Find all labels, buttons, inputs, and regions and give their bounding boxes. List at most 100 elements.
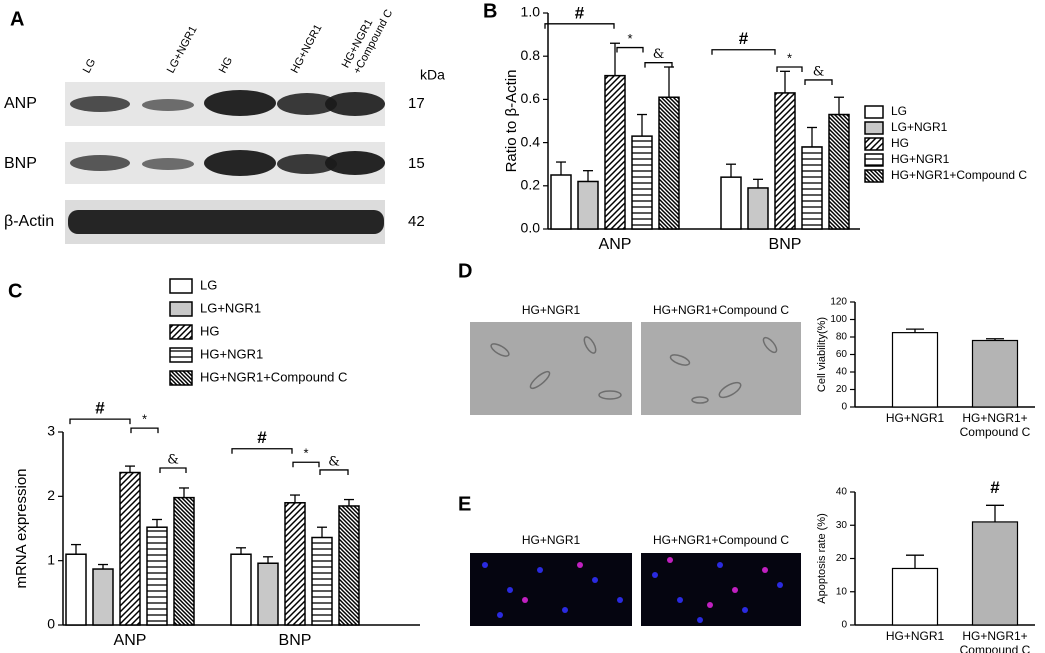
legend-swatch xyxy=(864,169,884,183)
y-tick-label: 0 xyxy=(47,616,55,632)
significance-bracket xyxy=(776,66,803,72)
significance-mark: & xyxy=(328,454,340,469)
image-label: HG+NGR1 xyxy=(522,533,581,547)
legend-label: LG xyxy=(200,277,217,292)
legend-label: HG+NGR1 xyxy=(891,152,950,166)
panel-label: E xyxy=(458,493,471,515)
significance-mark: # xyxy=(575,3,585,22)
y-tick-label: 100 xyxy=(830,314,847,325)
significance-bracket xyxy=(544,23,615,29)
bar xyxy=(311,536,333,626)
bar xyxy=(338,505,360,626)
y-axis-label: Apoptosis rate (%) xyxy=(816,513,828,603)
bar xyxy=(801,146,823,230)
y-tick-label: 80 xyxy=(836,332,848,343)
legend-swatch xyxy=(864,105,884,119)
y-tick-label: 0 xyxy=(841,402,847,413)
bar xyxy=(891,567,939,626)
blot-bands xyxy=(68,90,385,234)
significance-bracket xyxy=(711,49,776,55)
y-tick-label: 0 xyxy=(841,620,847,631)
blot xyxy=(65,82,385,244)
row-label: BNP xyxy=(4,155,37,172)
significance-bracket xyxy=(231,448,293,454)
significance-mark: * xyxy=(787,50,792,65)
panel-label: B xyxy=(483,0,497,22)
legend-swatch xyxy=(864,137,884,151)
y-tick-label: 10 xyxy=(836,586,848,597)
legend-label: HG xyxy=(200,323,220,338)
significance-bracket xyxy=(616,46,644,53)
significance-mark: * xyxy=(142,412,147,427)
bar xyxy=(577,180,599,230)
micrographs-e xyxy=(470,553,801,626)
y-tick-label: 40 xyxy=(836,487,848,498)
significance-mark: * xyxy=(303,446,308,461)
x-tick-label: HG+NGR1 xyxy=(885,629,945,643)
significance-mark: * xyxy=(627,31,632,46)
y-tick-label: 40 xyxy=(836,367,848,378)
kda-label: 42 xyxy=(408,213,425,230)
y-tick-label: 2 xyxy=(47,487,55,503)
bar xyxy=(92,568,114,626)
image-label: HG+NGR1 xyxy=(522,303,581,317)
legend-label: HG xyxy=(891,136,909,150)
y-tick-label: 0.0 xyxy=(521,220,541,236)
significance-mark: & xyxy=(813,64,825,79)
legend-label: LG xyxy=(891,104,907,118)
significance-bracket xyxy=(319,469,349,475)
significance-bracket xyxy=(804,79,833,85)
legend-swatch xyxy=(169,347,193,363)
legend-label: LG+NGR1 xyxy=(891,120,948,134)
significance-mark: # xyxy=(739,29,749,48)
significance-mark: # xyxy=(257,428,267,447)
micrographs-d xyxy=(470,322,801,415)
legend-label: LG+NGR1 xyxy=(200,300,261,315)
row-label: ANP xyxy=(4,95,37,112)
y-tick-label: 120 xyxy=(830,297,847,308)
significance-mark: # xyxy=(990,478,1000,497)
significance-mark: & xyxy=(653,47,665,62)
legend-swatch xyxy=(169,324,193,340)
image-label: HG+NGR1+Compound C xyxy=(653,533,789,547)
y-axis-label: Ratio to β-Actin xyxy=(503,70,520,173)
bar xyxy=(257,562,279,626)
y-tick-label: 3 xyxy=(47,423,55,439)
bar xyxy=(658,96,680,230)
bar xyxy=(230,553,252,626)
bar xyxy=(173,496,195,626)
significance-mark: & xyxy=(167,453,179,468)
y-axis-label: mRNA expression xyxy=(13,468,30,588)
legend-label: HG+NGR1+Compound C xyxy=(200,369,347,384)
panel-label: A xyxy=(10,8,24,30)
bar xyxy=(774,92,796,230)
kda-label: 17 xyxy=(408,95,425,112)
x-tick-label: BNP xyxy=(769,236,802,253)
kda-label: 15 xyxy=(408,155,425,172)
y-tick-label: 0.8 xyxy=(521,47,541,63)
bar xyxy=(119,471,141,626)
x-tick-label: ANP xyxy=(114,632,147,649)
y-tick-label: 20 xyxy=(836,384,848,395)
bar xyxy=(604,74,626,230)
legend-label: HG+NGR1 xyxy=(200,346,263,361)
y-tick-label: 1.0 xyxy=(521,4,541,20)
y-tick-label: 0.4 xyxy=(521,133,541,149)
significance-bracket xyxy=(159,467,187,474)
bar xyxy=(284,502,306,626)
x-tick-label: HG+NGR1+ Compound C xyxy=(959,411,1031,439)
x-tick-label: HG+NGR1 xyxy=(885,411,945,425)
significance-mark: # xyxy=(95,399,105,418)
significance-bracket xyxy=(292,461,320,468)
y-tick-label: 0.6 xyxy=(521,90,541,106)
y-tick-label: 20 xyxy=(836,553,848,564)
bar xyxy=(65,553,87,626)
legend-label: HG+NGR1+Compound C xyxy=(891,168,1027,182)
legend-swatch xyxy=(864,121,884,135)
unit-label: kDa xyxy=(420,67,445,83)
significance-bracket xyxy=(69,418,131,425)
y-tick-label: 60 xyxy=(836,349,848,360)
bar xyxy=(891,332,939,408)
